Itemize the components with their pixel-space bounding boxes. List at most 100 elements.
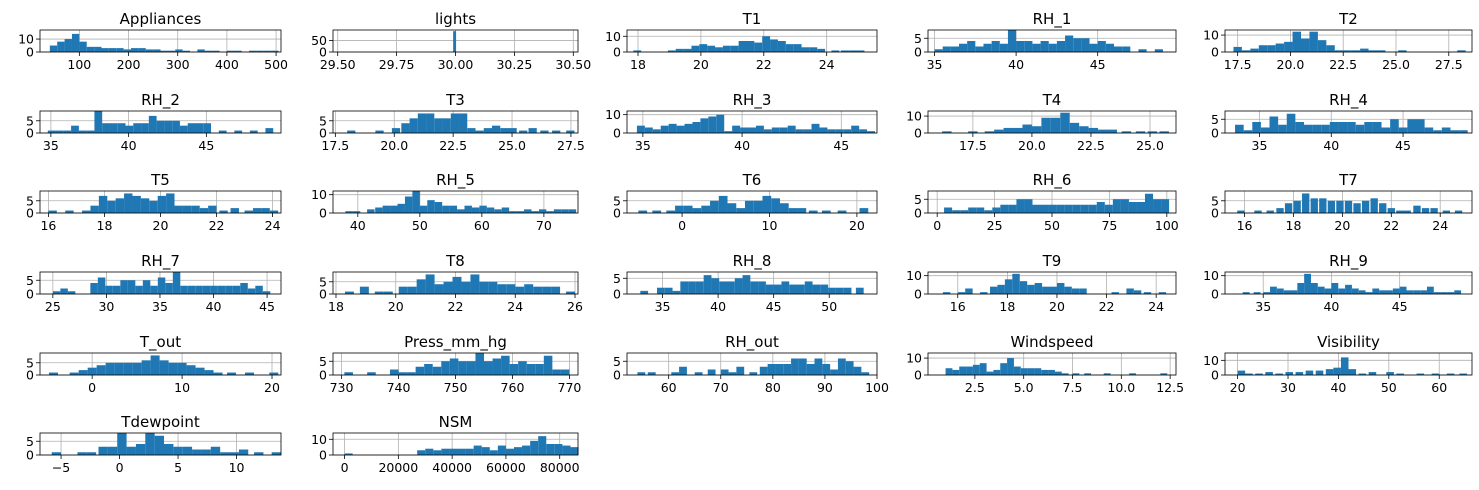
- t1-ytick-label: 10: [605, 29, 621, 44]
- rh-8-bar: [797, 284, 805, 294]
- rh-8-xtick-label: 35: [655, 299, 671, 314]
- t5-bar: [157, 195, 167, 213]
- appliances-xtick-label: 100: [67, 57, 91, 72]
- t6-bar: [808, 210, 818, 213]
- t1-bar: [715, 47, 723, 52]
- rh-9-bar: [1365, 292, 1373, 294]
- t1-bar: [722, 45, 731, 52]
- windspeed-bar: [1160, 373, 1168, 375]
- nsm-xtick-label: 0: [341, 460, 349, 475]
- t6-bar: [788, 208, 798, 213]
- t5-bar: [132, 195, 141, 213]
- windspeed-bar: [1020, 368, 1028, 375]
- rh-out-bar: [853, 366, 862, 375]
- rh-9-bar: [1358, 290, 1366, 294]
- t8-bar: [344, 291, 354, 294]
- rh-6-bar: [1112, 199, 1121, 213]
- t3-ytick-label: 5: [319, 113, 327, 128]
- t1-bar: [770, 39, 778, 52]
- rh-1-bar: [1073, 38, 1082, 52]
- rh-8-bar: [703, 275, 712, 294]
- rh-5-bar: [486, 207, 495, 213]
- rh-6-xtick-label: 25: [987, 218, 1003, 233]
- t4-bar: [1069, 122, 1080, 133]
- t4-axes-frame: [927, 110, 1177, 134]
- visibility-bar: [1459, 373, 1467, 375]
- rh-2-bar: [141, 123, 149, 133]
- nsm-bar: [570, 447, 579, 455]
- t1-xtick-label: 24: [819, 57, 835, 72]
- press-mm-hg-bar: [501, 355, 510, 375]
- rh-out-bar: [806, 364, 815, 375]
- t5-bar: [124, 193, 133, 213]
- t1-bar: [633, 50, 642, 52]
- visibility-bar: [1325, 369, 1334, 375]
- appliances-bar: [167, 50, 176, 52]
- rh-3-bar: [859, 129, 868, 133]
- t1-bar: [848, 50, 857, 52]
- rh-9-bar: [1290, 290, 1298, 294]
- rh-out-bar: [798, 358, 807, 375]
- rh-2-xtick-label: 45: [198, 138, 214, 153]
- t2-bar: [1360, 48, 1369, 52]
- t-out-xtick-label: 20: [264, 380, 280, 395]
- rh-6-bar: [992, 207, 1001, 213]
- rh-3-bar: [652, 129, 661, 133]
- t1-bar: [801, 47, 810, 52]
- t4-bar: [1041, 117, 1051, 133]
- t6-bar: [762, 195, 772, 213]
- rh-8-bar: [640, 290, 649, 294]
- rh-8-bar: [820, 284, 829, 294]
- nsm-bar: [522, 445, 531, 455]
- appliances-bar: [138, 48, 146, 52]
- rh-6-bar: [1072, 204, 1081, 213]
- rh-out-bar: [814, 358, 823, 375]
- t7-bar: [1403, 210, 1411, 213]
- rh-8-ytick-label: 0: [613, 287, 621, 302]
- rh-1-bar: [1048, 43, 1057, 52]
- rh-5-bar: [434, 202, 443, 213]
- nsm-bar: [562, 445, 571, 455]
- t1-bar: [730, 45, 739, 52]
- t3-bar: [459, 113, 468, 133]
- t3-bar: [552, 130, 561, 133]
- rh-1-bar: [1138, 49, 1147, 52]
- rh-5-bar: [457, 209, 465, 213]
- t3-xtick-label: 27.5: [557, 138, 585, 153]
- rh-1-bar: [934, 49, 943, 52]
- t8-bar: [383, 291, 393, 294]
- t5-xtick-label: 18: [97, 218, 113, 233]
- rh-1-ytick-label: 0: [914, 45, 922, 60]
- rh-out-bar: [647, 372, 656, 375]
- t4-xtick-label: 20.0: [1018, 138, 1046, 153]
- rh-5-bar: [509, 211, 517, 213]
- rh-3-axes-frame: [626, 110, 878, 134]
- visibility-bar: [1305, 370, 1314, 375]
- t7-bar: [1319, 198, 1327, 213]
- rh-3-bar: [660, 125, 669, 133]
- rh-6-bar: [1024, 199, 1033, 213]
- t3-bar: [450, 113, 460, 133]
- rh-1-bar: [1016, 41, 1025, 52]
- rh-2-bar: [71, 125, 79, 133]
- rh-5-axes-frame: [332, 190, 579, 214]
- press-mm-hg-bar: [389, 369, 399, 375]
- t-out-bar: [123, 362, 133, 375]
- visibility-title: Visibility: [1317, 333, 1380, 351]
- rh-5-bar: [397, 203, 405, 213]
- rh-2-bar: [179, 125, 188, 133]
- press-mm-hg-bar: [509, 364, 519, 375]
- press-mm-hg-bar: [344, 372, 353, 375]
- tdewpoint-xtick-label: 10: [229, 460, 245, 475]
- visibility-bar: [1237, 370, 1246, 375]
- t-out-bar: [87, 367, 97, 375]
- press-mm-hg-bar: [458, 361, 467, 375]
- visibility-bar: [1416, 373, 1425, 375]
- rh-out-bar: [830, 369, 838, 375]
- tdewpoint-bar: [154, 435, 165, 455]
- rh-3-bar: [851, 125, 860, 133]
- press-mm-hg-bar: [407, 372, 416, 375]
- t4-title: T4: [1042, 91, 1062, 109]
- rh-1-ytick-label: 5: [914, 31, 922, 46]
- t3-bar: [483, 128, 493, 133]
